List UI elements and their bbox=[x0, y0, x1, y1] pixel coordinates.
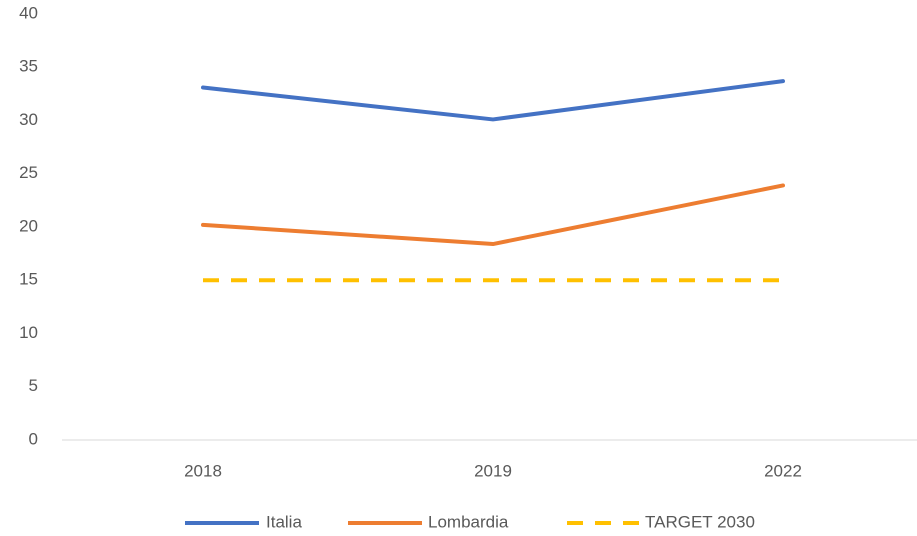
series-line bbox=[201, 79, 785, 122]
y-tick-label: 0 bbox=[29, 429, 38, 448]
legend-label: TARGET 2030 bbox=[645, 512, 755, 531]
y-tick-label: 10 bbox=[19, 323, 38, 342]
y-tick-label: 30 bbox=[19, 110, 38, 129]
y-tick-label: 25 bbox=[19, 163, 38, 182]
x-tick-label: 2018 bbox=[184, 461, 222, 480]
y-tick-label: 20 bbox=[19, 216, 38, 235]
y-tick-label: 40 bbox=[19, 3, 38, 22]
y-tick-label: 35 bbox=[19, 57, 38, 76]
y-tick-label: 15 bbox=[19, 270, 38, 289]
series-line bbox=[201, 183, 785, 247]
x-tick-label: 2022 bbox=[764, 461, 802, 480]
y-tick-label: 5 bbox=[29, 376, 38, 395]
x-tick-label: 2019 bbox=[474, 461, 512, 480]
legend-label: Italia bbox=[266, 512, 302, 531]
legend-label: Lombardia bbox=[428, 512, 509, 531]
